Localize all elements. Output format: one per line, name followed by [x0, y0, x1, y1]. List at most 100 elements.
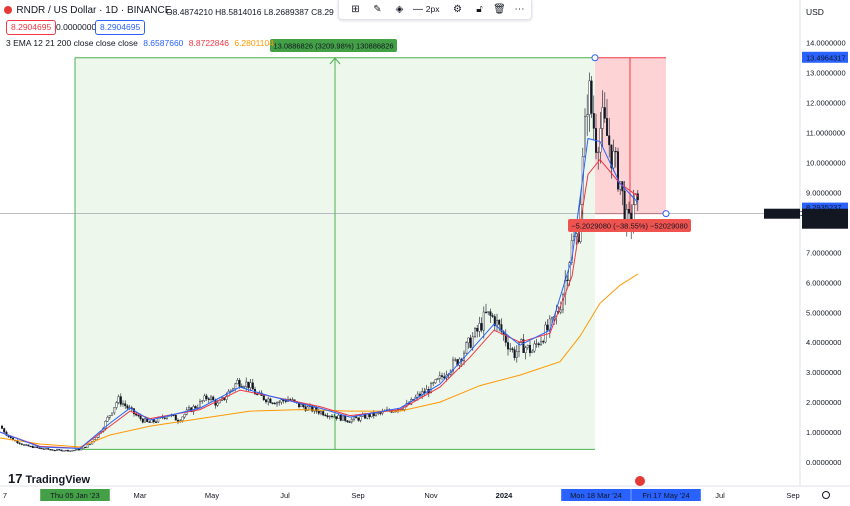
- drawing-handle[interactable]: [662, 210, 670, 218]
- candle-body: [66, 449, 69, 452]
- y-tick-label: 1.0000000: [806, 428, 841, 437]
- candle-body: [3, 428, 6, 433]
- candle-body: [49, 449, 52, 451]
- candle-body: [104, 421, 107, 429]
- candle-body: [45, 448, 48, 450]
- sell-button[interactable]: 8.2904695: [6, 20, 57, 35]
- candle-body: [518, 342, 521, 352]
- candle-body: [276, 402, 279, 405]
- candle-body: [245, 381, 248, 388]
- candle-body: [467, 337, 470, 343]
- drawing-handle[interactable]: [591, 54, 599, 62]
- candle-body: [40, 447, 43, 450]
- candle-body: [56, 449, 59, 451]
- y-tick-label: 3.0000000: [806, 368, 841, 377]
- candle-body: [18, 442, 21, 444]
- fill-icon[interactable]: ◈: [395, 4, 404, 15]
- candle-body: [436, 378, 439, 380]
- candle-body: [489, 311, 492, 316]
- candle-body: [496, 319, 499, 327]
- candle-body: [60, 449, 63, 452]
- shapes-icon[interactable]: ⊞: [351, 4, 360, 15]
- more-icon[interactable]: ⋯: [514, 4, 525, 15]
- candle-body: [432, 382, 435, 384]
- candle-body: [533, 343, 536, 352]
- candle-body: [82, 446, 85, 449]
- candle-body: [73, 449, 76, 452]
- candle-body: [487, 311, 490, 313]
- long-measure-label-bg: [270, 39, 397, 52]
- candle-body: [434, 379, 437, 384]
- candle-body: [311, 405, 314, 412]
- candle-body: [542, 341, 545, 343]
- candle-body: [430, 382, 433, 394]
- candle-body: [148, 421, 151, 423]
- candle-body: [610, 144, 613, 169]
- candle-body: [51, 449, 54, 451]
- currency-selector[interactable]: USD: [806, 7, 824, 17]
- candle-body: [71, 450, 74, 452]
- candle-body: [355, 416, 358, 419]
- candle-body: [509, 348, 512, 350]
- candle-body: [75, 449, 78, 451]
- indicator-legend[interactable]: 3 EMA 12 21 200 close close close 8.6587…: [6, 38, 274, 48]
- buy-button[interactable]: 8.2904695: [95, 20, 146, 35]
- candle-body: [322, 411, 325, 416]
- candle-body: [209, 396, 212, 400]
- settings-icon[interactable]: ⚙: [453, 4, 462, 15]
- candle-body: [346, 420, 349, 423]
- symbol-title[interactable]: RNDR / US Dollar · 1D · BINANCE: [16, 5, 172, 16]
- candle-body: [267, 398, 270, 403]
- candle-body: [342, 415, 345, 421]
- candle-body: [251, 382, 254, 390]
- candle-body: [300, 404, 303, 408]
- tradingview-logo[interactable]: 17 TradingView: [8, 471, 90, 486]
- candle-body: [25, 444, 28, 446]
- trash-icon[interactable]: 🗑︎: [493, 4, 506, 15]
- candle-body: [84, 446, 87, 449]
- y-tick-label: 9.0000000: [806, 188, 841, 197]
- candle-body: [491, 315, 494, 317]
- logo-text: TradingView: [25, 474, 91, 486]
- candle-body: [476, 328, 479, 332]
- candle-body: [124, 403, 127, 407]
- event-flag-icon[interactable]: [635, 476, 645, 486]
- x-tick-label: Fri 17 May '24: [642, 491, 689, 500]
- candle-body: [339, 415, 342, 421]
- x-tick-label: Jul: [715, 491, 725, 500]
- candle-body: [357, 417, 360, 421]
- candle-body: [174, 415, 177, 421]
- candle-body: [20, 443, 23, 445]
- candle-body: [242, 386, 245, 388]
- candle-body: [42, 448, 45, 450]
- candle-body: [511, 348, 514, 350]
- candle-body: [454, 359, 457, 361]
- lock-icon[interactable]: 🔓︎: [476, 4, 483, 15]
- short-measure-label-bg: [568, 219, 691, 232]
- candle-body: [110, 412, 113, 416]
- candle-body: [443, 376, 446, 379]
- candle-body: [280, 399, 283, 403]
- candle-body: [194, 406, 197, 409]
- ema200-line: [0, 273, 639, 448]
- y-tick-label: 14.0000000: [806, 39, 846, 48]
- candle-body: [207, 398, 210, 400]
- candle-body: [238, 380, 241, 387]
- axis-settings-icon[interactable]: [822, 491, 830, 499]
- candle-body: [27, 444, 30, 447]
- pencil-icon[interactable]: ✎: [373, 4, 382, 15]
- line-width-button[interactable]: — 2px: [413, 3, 453, 16]
- candle-body: [584, 116, 587, 157]
- y-tick-label: 4.0000000: [806, 338, 841, 347]
- candle-body: [34, 446, 37, 449]
- candle-body: [331, 415, 334, 418]
- countdown-tag: 13:37:12: [806, 219, 835, 228]
- candle-body: [269, 398, 272, 404]
- candle-body: [265, 399, 268, 403]
- candle-body: [507, 342, 510, 350]
- candle-body: [181, 416, 184, 421]
- candle-body: [544, 324, 547, 343]
- candle-body: [535, 343, 538, 345]
- candle-body: [465, 342, 468, 354]
